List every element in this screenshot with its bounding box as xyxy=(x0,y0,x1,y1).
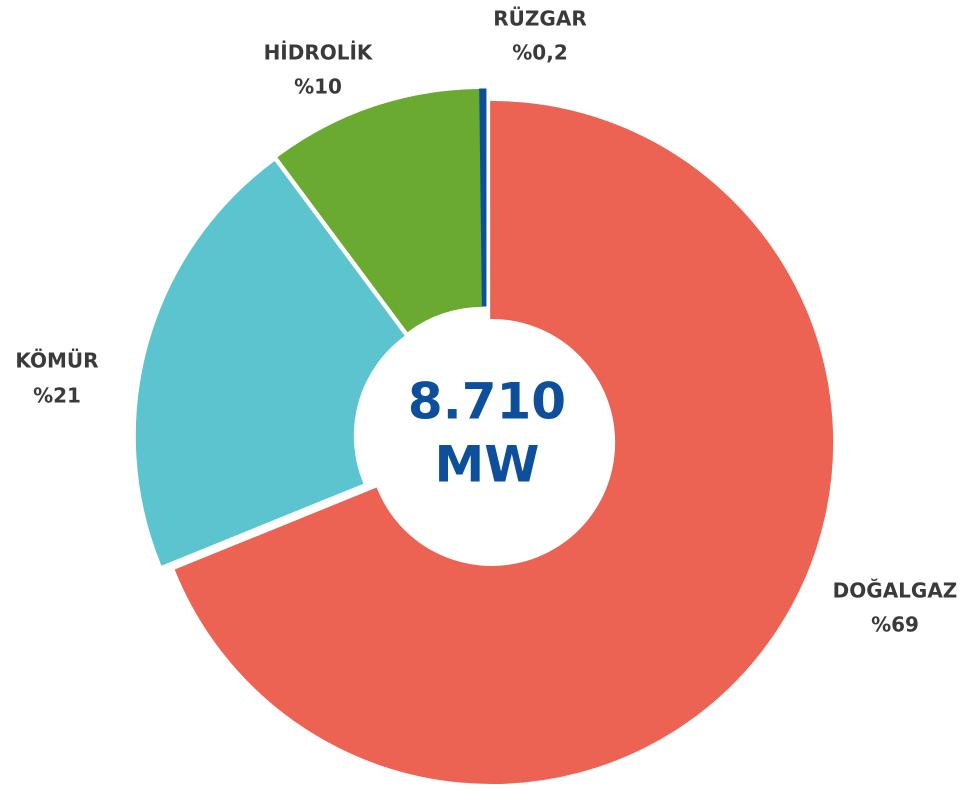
slice-label-name: HİDROLİK xyxy=(264,41,374,65)
center-value: 8.710 xyxy=(408,373,566,431)
donut-slice xyxy=(174,100,834,784)
slice-label-name: KÖMÜR xyxy=(15,349,98,373)
center-unit: MW xyxy=(435,436,540,494)
slice-label-name: DOĞALGAZ xyxy=(833,579,958,603)
slice-label-value: %21 xyxy=(33,384,81,408)
donut-slice xyxy=(135,160,405,566)
donut-slice xyxy=(277,88,483,333)
slice-label-value: %69 xyxy=(871,613,919,637)
donut-slice xyxy=(479,88,487,307)
slice-label-value: %10 xyxy=(294,75,342,99)
slice-label-value: %0,2 xyxy=(512,41,567,65)
slice-label-name: RÜZGAR xyxy=(493,7,586,31)
